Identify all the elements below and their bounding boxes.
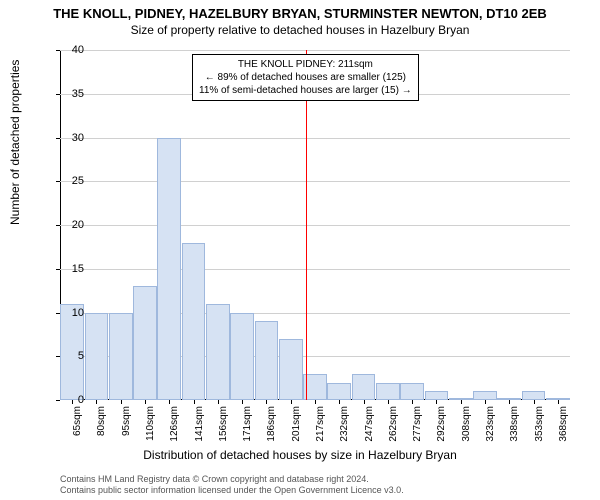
gridline xyxy=(60,50,570,51)
x-tick xyxy=(169,400,170,404)
y-tick-label: 30 xyxy=(72,132,84,144)
x-tick-label: 80sqm xyxy=(96,406,107,446)
histogram-bar xyxy=(206,304,230,400)
y-tick xyxy=(56,181,60,182)
y-tick-label: 10 xyxy=(72,307,84,319)
histogram-bar xyxy=(376,383,400,401)
x-tick xyxy=(121,400,122,404)
histogram-bar xyxy=(109,313,133,401)
chart-title: THE KNOLL, PIDNEY, HAZELBURY BRYAN, STUR… xyxy=(0,0,600,21)
x-axis-label: Distribution of detached houses by size … xyxy=(0,448,600,462)
x-tick xyxy=(534,400,535,404)
footer: Contains HM Land Registry data © Crown c… xyxy=(60,474,404,496)
histogram-bar xyxy=(327,383,351,401)
y-tick xyxy=(56,269,60,270)
x-tick xyxy=(242,400,243,404)
histogram-bar xyxy=(85,313,109,401)
gridline xyxy=(60,181,570,182)
x-tick xyxy=(388,400,389,404)
y-tick-label: 5 xyxy=(78,350,84,362)
histogram-bar xyxy=(182,243,206,401)
y-tick xyxy=(56,138,60,139)
x-tick-label: 186sqm xyxy=(266,406,277,446)
x-tick xyxy=(339,400,340,404)
histogram-bar xyxy=(157,138,181,401)
x-tick-label: 308sqm xyxy=(461,406,472,446)
x-tick-label: 323sqm xyxy=(485,406,496,446)
x-tick-label: 217sqm xyxy=(315,406,326,446)
x-tick-label: 110sqm xyxy=(145,406,156,446)
y-tick-label: 35 xyxy=(72,88,84,100)
x-tick-label: 247sqm xyxy=(364,406,375,446)
gridline xyxy=(60,138,570,139)
x-tick xyxy=(218,400,219,404)
y-tick xyxy=(56,225,60,226)
x-tick xyxy=(315,400,316,404)
info-box: THE KNOLL PIDNEY: 211sqm← 89% of detache… xyxy=(192,54,419,101)
y-tick-label: 40 xyxy=(72,44,84,56)
reference-line xyxy=(306,50,307,400)
x-tick xyxy=(364,400,365,404)
y-tick-label: 25 xyxy=(72,175,84,187)
chart-subtitle: Size of property relative to detached ho… xyxy=(0,21,600,37)
gridline xyxy=(60,225,570,226)
x-tick xyxy=(485,400,486,404)
x-tick xyxy=(291,400,292,404)
x-tick xyxy=(436,400,437,404)
x-tick-label: 232sqm xyxy=(339,406,350,446)
info-line: THE KNOLL PIDNEY: 211sqm xyxy=(199,58,412,71)
gridline xyxy=(60,269,570,270)
x-tick xyxy=(96,400,97,404)
footer-line-2: Contains public sector information licen… xyxy=(60,485,404,496)
histogram-bar xyxy=(522,391,546,400)
x-tick-label: 156sqm xyxy=(218,406,229,446)
x-tick xyxy=(509,400,510,404)
x-tick xyxy=(145,400,146,404)
x-tick-label: 277sqm xyxy=(412,406,423,446)
x-tick xyxy=(412,400,413,404)
info-line: 11% of semi-detached houses are larger (… xyxy=(199,84,412,97)
x-tick-label: 171sqm xyxy=(242,406,253,446)
y-tick-label: 0 xyxy=(78,394,84,406)
x-tick xyxy=(266,400,267,404)
footer-line-1: Contains HM Land Registry data © Crown c… xyxy=(60,474,404,485)
x-tick-label: 65sqm xyxy=(72,406,83,446)
x-tick-label: 201sqm xyxy=(291,406,302,446)
y-tick xyxy=(56,94,60,95)
histogram-bar xyxy=(352,374,376,400)
histogram-bar xyxy=(400,383,424,401)
histogram-bar xyxy=(133,286,157,400)
plot-area: THE KNOLL PIDNEY: 211sqm← 89% of detache… xyxy=(60,50,570,400)
x-tick-label: 95sqm xyxy=(121,406,132,446)
x-tick-label: 126sqm xyxy=(169,406,180,446)
x-tick-label: 141sqm xyxy=(194,406,205,446)
x-tick xyxy=(461,400,462,404)
x-tick-label: 353sqm xyxy=(534,406,545,446)
x-tick-label: 292sqm xyxy=(436,406,447,446)
y-tick xyxy=(56,50,60,51)
x-tick-label: 338sqm xyxy=(509,406,520,446)
histogram-bar xyxy=(473,391,497,400)
x-tick-label: 262sqm xyxy=(388,406,399,446)
y-tick xyxy=(56,400,60,401)
histogram-bar xyxy=(425,391,449,400)
y-tick-label: 20 xyxy=(72,219,84,231)
chart-container: THE KNOLL, PIDNEY, HAZELBURY BRYAN, STUR… xyxy=(0,0,600,500)
x-tick xyxy=(558,400,559,404)
y-axis-label: Number of detached properties xyxy=(8,60,22,225)
x-tick xyxy=(194,400,195,404)
histogram-bar xyxy=(255,321,279,400)
plot: THE KNOLL PIDNEY: 211sqm← 89% of detache… xyxy=(60,50,570,400)
x-tick xyxy=(72,400,73,404)
histogram-bar xyxy=(279,339,303,400)
info-line: ← 89% of detached houses are smaller (12… xyxy=(199,71,412,84)
x-tick-label: 368sqm xyxy=(558,406,569,446)
histogram-bar xyxy=(230,313,254,401)
y-tick-label: 15 xyxy=(72,263,84,275)
